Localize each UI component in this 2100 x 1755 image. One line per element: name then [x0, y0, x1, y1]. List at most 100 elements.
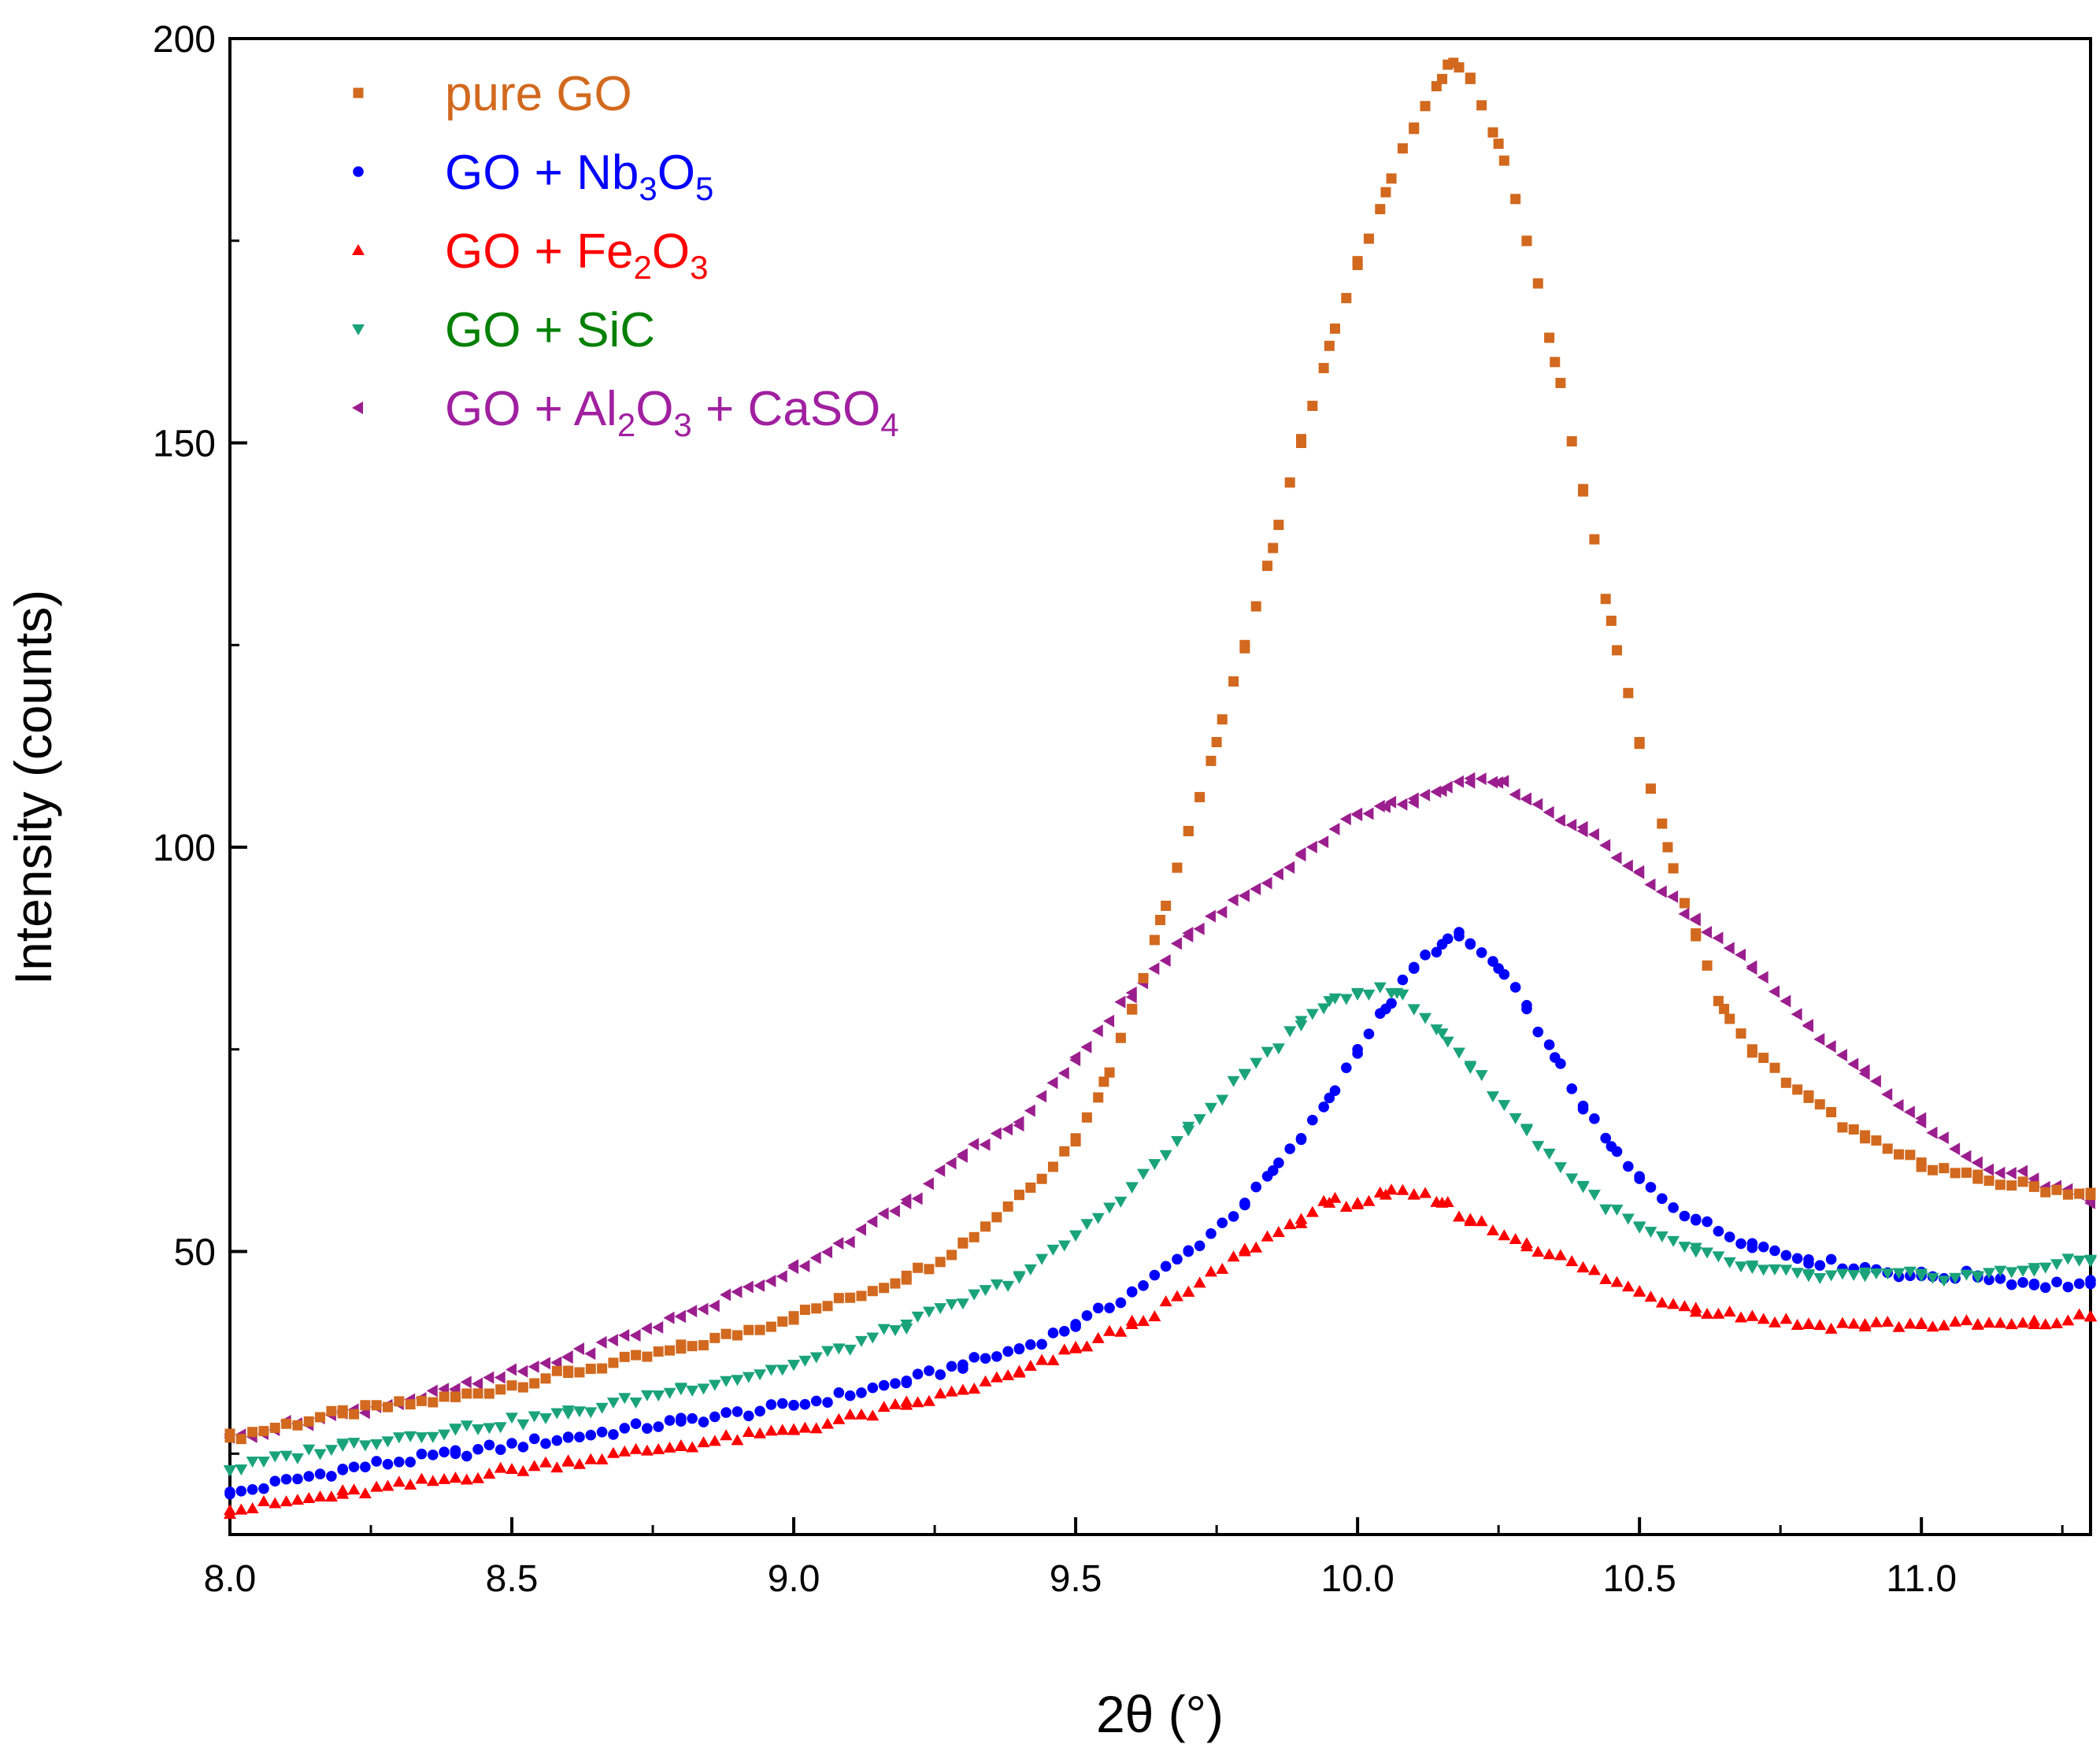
data-point	[1824, 1040, 1836, 1053]
data-point	[572, 1342, 584, 1355]
data-point	[336, 1487, 350, 1499]
data-point	[572, 1457, 586, 1469]
data-point	[2040, 1187, 2051, 1198]
data-point	[1757, 971, 1769, 984]
data-point	[291, 1453, 304, 1464]
data-point	[528, 1433, 540, 1445]
data-point	[742, 1280, 754, 1294]
data-point	[1712, 1307, 1725, 1319]
data-point	[833, 1293, 844, 1304]
data-point	[608, 1429, 619, 1440]
data-point	[1486, 776, 1498, 789]
data-point	[1430, 1024, 1443, 1036]
data-point	[360, 1461, 371, 1472]
data-point	[1892, 1098, 1904, 1112]
data-point	[1691, 931, 1702, 942]
data-point	[1746, 1309, 1759, 1321]
data-point	[1983, 1176, 1994, 1187]
data-point	[2072, 1308, 2086, 1320]
data-point	[1735, 1028, 1746, 1039]
data-point	[776, 1364, 789, 1376]
data-point	[1606, 615, 1617, 626]
data-point	[1678, 1300, 1691, 1312]
data-point	[946, 1361, 957, 1372]
data-point	[1436, 939, 1448, 950]
data-point	[472, 1443, 483, 1455]
data-point	[1024, 1264, 1037, 1276]
data-point	[224, 1464, 236, 1476]
data-point	[1994, 1265, 2007, 1277]
data-point	[595, 1453, 609, 1464]
data-point	[517, 1364, 528, 1378]
data-point	[1341, 293, 1352, 304]
data-point	[1610, 1276, 1624, 1287]
data-point	[1769, 1245, 1780, 1257]
data-point	[415, 1472, 428, 1484]
data-point	[1858, 1317, 1872, 1329]
data-point	[246, 1456, 259, 1468]
data-point	[1802, 1018, 1813, 1031]
data-point	[1791, 1253, 1803, 1264]
data-point	[1824, 1270, 1838, 1282]
data-point	[720, 1407, 731, 1418]
data-point	[1554, 814, 1565, 828]
data-point	[405, 1457, 416, 1468]
data-point	[901, 1375, 913, 1387]
data-point	[1780, 1313, 1793, 1324]
data-point	[798, 1355, 812, 1367]
data-point	[1227, 894, 1239, 907]
data-point	[426, 1431, 439, 1443]
data-point	[606, 1334, 618, 1347]
data-point	[1126, 1287, 1138, 1298]
data-point	[1939, 1163, 1950, 1174]
data-point	[2017, 1316, 2030, 1328]
data-point	[731, 1406, 743, 1417]
data-point	[1589, 534, 1600, 545]
data-point	[832, 1413, 846, 1424]
data-point	[877, 1324, 891, 1335]
data-point	[1621, 1213, 1635, 1225]
data-point	[843, 1408, 857, 1420]
data-point	[1211, 737, 1222, 748]
data-point	[392, 1432, 406, 1444]
data-point	[426, 1475, 439, 1487]
data-point	[1531, 1141, 1545, 1153]
data-point	[1531, 798, 1543, 811]
data-point	[1835, 1268, 1849, 1280]
data-point	[1915, 1271, 1928, 1283]
data-point	[866, 1409, 880, 1421]
data-point	[258, 1483, 269, 1494]
data-point	[280, 1495, 293, 1507]
data-point	[224, 1504, 236, 1516]
data-point	[1080, 1340, 1094, 1352]
data-point	[1204, 909, 1216, 923]
data-point	[303, 1416, 314, 1427]
data-point	[416, 1395, 427, 1406]
data-point	[1380, 1003, 1391, 1015]
data-point	[2028, 1181, 2039, 1192]
y-tick-label: 200	[153, 19, 216, 61]
data-point	[709, 1411, 720, 1423]
data-point	[382, 1458, 394, 1470]
data-point	[1036, 1173, 1047, 1184]
data-point	[494, 1444, 506, 1455]
data-point	[348, 1461, 360, 1472]
data-point	[1098, 1076, 1109, 1087]
data-point	[540, 1373, 551, 1384]
data-point	[1701, 1307, 1714, 1319]
data-point	[1814, 1099, 1825, 1110]
data-point	[1600, 1132, 1611, 1144]
data-point	[1994, 1316, 2007, 1328]
data-point	[619, 1351, 630, 1362]
data-point	[1587, 828, 1599, 841]
data-point	[1058, 1326, 1070, 1337]
data-point	[1080, 1040, 1092, 1053]
data-point	[1339, 813, 1351, 826]
data-point	[1148, 1310, 1161, 1322]
data-point	[1814, 1260, 1826, 1271]
data-point	[1080, 1219, 1094, 1231]
data-point	[1250, 1181, 1262, 1193]
data-point	[1983, 1268, 1996, 1279]
data-point	[1419, 788, 1431, 802]
